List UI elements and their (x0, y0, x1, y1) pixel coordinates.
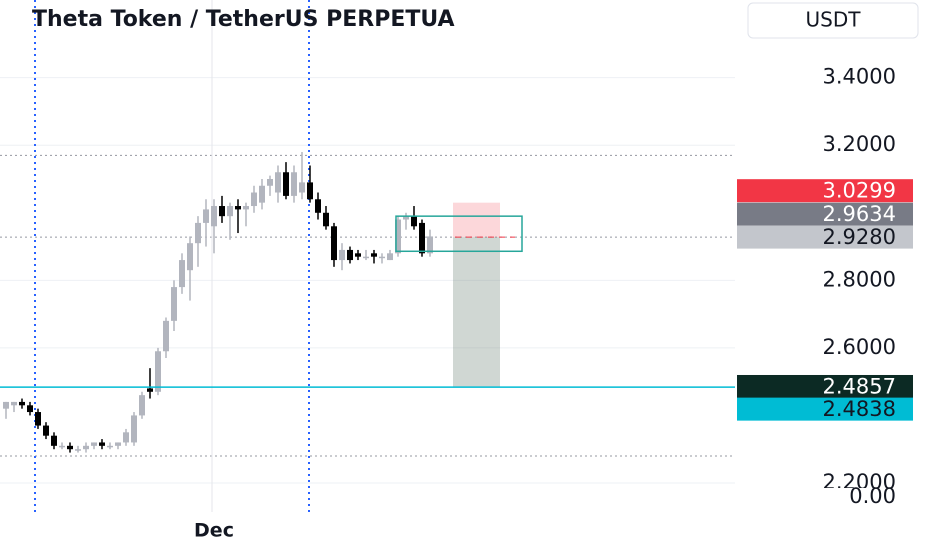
x-tick-label: Dec (194, 520, 234, 542)
chart-title: Theta Token / TetherUS PERPETUA (32, 7, 455, 32)
candle-body (347, 249, 353, 261)
price-label-box (737, 179, 913, 203)
candle-body (339, 249, 345, 261)
stop-zone (453, 202, 500, 238)
lower-pane-label: 0.00 (849, 484, 896, 508)
lower-pane-axis (735, 488, 932, 512)
candle-body (251, 192, 257, 207)
candle-body (203, 209, 209, 223)
candle-body (27, 405, 33, 413)
candle-body (163, 320, 169, 352)
candle-body (419, 222, 425, 254)
price-label: 3.0299 (823, 179, 896, 203)
candle-body (403, 216, 409, 220)
currency-button-label[interactable]: USDT (806, 8, 862, 32)
candle-body (19, 401, 25, 406)
price-label: 2.4838 (823, 397, 896, 421)
candle-body (171, 287, 177, 321)
candle-body (371, 253, 377, 257)
candle-body (43, 425, 49, 436)
candle-body (123, 432, 129, 443)
y-tick-label: 2.8000 (823, 267, 896, 291)
candle-body (195, 222, 201, 244)
candle-body (275, 172, 281, 193)
candle-body (67, 445, 73, 450)
candle-body (83, 445, 89, 450)
candle-body (35, 412, 41, 426)
price-label: 2.9634 (823, 202, 896, 226)
currency-button[interactable] (747, 2, 919, 39)
price-label-box (737, 397, 913, 421)
candle-body (75, 449, 81, 451)
candle-body (59, 445, 65, 448)
y-tick-label: 3.2000 (823, 132, 896, 156)
candle-body (379, 256, 385, 259)
y-tick-label: 3.4000 (823, 65, 896, 89)
price-axis: 3.40003.20002.80002.60002.20003.02992.96… (737, 65, 913, 494)
candle-body (147, 388, 153, 392)
candle-body (411, 216, 417, 227)
candle-body (307, 182, 313, 200)
candle-body (259, 185, 265, 203)
candle-body (131, 415, 137, 443)
candle-body (115, 442, 121, 446)
candle-body (323, 212, 329, 227)
grid (0, 77, 735, 484)
candle-body (299, 182, 305, 193)
candle-body (51, 435, 57, 446)
plot (0, 151, 735, 453)
candle-body (211, 206, 217, 227)
candle-body (331, 226, 337, 261)
candle-body (91, 442, 97, 446)
candle-body (155, 351, 161, 392)
candle-body (139, 395, 145, 416)
candle-body (11, 401, 17, 406)
y-tick-label: 2.6000 (823, 335, 896, 359)
price-label-box (737, 374, 913, 398)
candle-body (227, 206, 233, 217)
candle-body (243, 206, 249, 210)
price-label: 2.4857 (823, 374, 896, 398)
candle-body (387, 253, 393, 261)
price-label: 2.9280 (823, 225, 896, 249)
range-box (395, 215, 523, 253)
candle-body (291, 172, 297, 196)
candle-body (363, 256, 369, 259)
candle-body (99, 442, 105, 446)
candle-body (219, 206, 225, 217)
candle-body (187, 243, 193, 271)
candle-body (395, 219, 401, 254)
candle-body (283, 172, 289, 196)
candle-body (235, 206, 241, 210)
price-label-box (737, 225, 913, 249)
candle-body (427, 236, 433, 254)
price-label-box (737, 202, 913, 226)
candle-body (107, 445, 113, 448)
candle-body (179, 260, 185, 288)
candle-body (315, 199, 321, 213)
candle-body (3, 401, 9, 409)
target-zone (453, 237, 500, 387)
candle-body (267, 179, 273, 186)
candle-body (355, 253, 361, 257)
